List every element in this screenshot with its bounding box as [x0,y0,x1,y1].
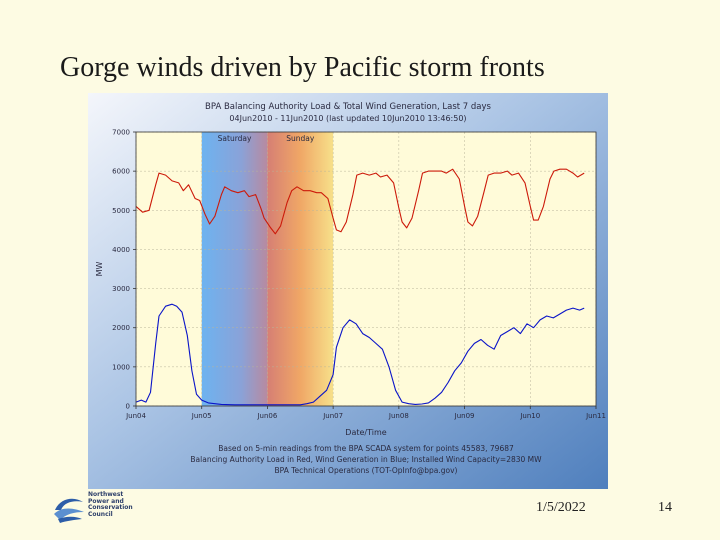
y-tick-label: 6000 [112,168,130,176]
x-tick-label: Jun08 [388,412,409,420]
x-tick-label: Jun05 [191,412,212,420]
wind-series-line [135,303,585,406]
plot-border [135,131,597,407]
x-tick-label: Jun10 [519,412,540,420]
chart-canvas: BPA Balancing Authority Load & Total Win… [88,93,608,489]
y-tick-label: 7000 [112,129,130,137]
y-axis-label: MW [95,262,104,277]
x-tick-label: Jun11 [585,412,606,420]
council-logo: Northwest Power and Conservation Council [52,491,152,526]
weekend-band-saturday [201,132,268,406]
y-tick-label: 0 [126,403,130,411]
council-name: Northwest Power and Conservation Council [88,491,133,518]
logo-line-3: Conservation [88,504,133,512]
footnote-1: Based on 5-min readings from the BPA SCA… [218,444,514,453]
logo-line-4: Council [88,510,113,518]
y-tick-label: 2000 [112,324,130,332]
y-tick-label: 1000 [112,363,130,371]
x-tick-label: Jun09 [454,412,475,420]
load-series-line [135,168,585,235]
x-tick-label: Jun06 [256,412,277,420]
chart-title: BPA Balancing Authority Load & Total Win… [205,102,492,112]
footnote-3: BPA Technical Operations (TOT-OpInfo@bpa… [275,466,458,475]
x-tick-label: Jun04 [125,412,146,420]
y-tick-label: 5000 [112,207,130,215]
slide-date: 1/5/2022 [536,500,586,515]
logo-line-1: Northwest [88,491,124,498]
slide-title: Gorge winds driven by Pacific storm fron… [60,52,545,83]
band-label-sunday: Sunday [286,134,315,143]
y-tick-label: 4000 [112,246,130,254]
x-axis-label: Date/Time [345,428,386,437]
footnote-2: Balancing Authority Load in Red, Wind Ge… [190,455,542,464]
x-tick-label: Jun07 [322,412,343,420]
council-swirl-logo-icon [54,498,84,523]
slide-page-number: 14 [658,500,672,515]
wind-load-chart: BPA Balancing Authority Load & Total Win… [88,93,608,489]
weekend-band-sunday [267,132,334,406]
y-tick-label: 3000 [112,285,130,293]
chart-subtitle: 04Jun2010 - 11Jun2010 (last updated 10Ju… [229,114,466,123]
logo-line-2: Power and [88,497,124,505]
band-label-saturday: Saturday [218,134,252,143]
